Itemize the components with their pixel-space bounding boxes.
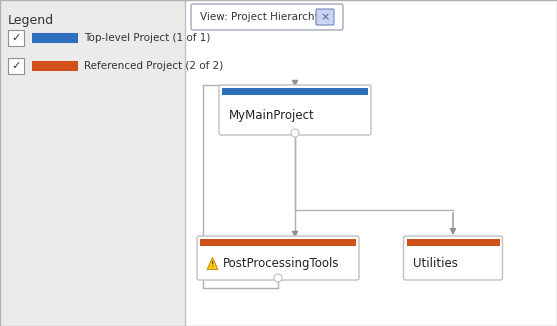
Bar [407,239,500,246]
Bar [222,88,368,95]
Text: !: ! [211,261,214,268]
Circle shape [291,129,299,137]
Bar [185,0,557,326]
Text: ✓: ✓ [11,61,21,71]
Text: Utilities: Utilities [413,257,458,270]
Text: PostProcessingTools: PostProcessingTools [223,257,340,270]
Bar [32,61,78,71]
Text: View: Project Hierarchy: View: Project Hierarchy [200,12,321,22]
FancyBboxPatch shape [191,4,343,30]
FancyBboxPatch shape [403,236,502,280]
FancyBboxPatch shape [197,236,359,280]
FancyBboxPatch shape [219,85,371,135]
Text: ✓: ✓ [11,33,21,43]
Polygon shape [207,258,218,270]
Bar [32,33,78,43]
Text: Top-level Project (1 of 1): Top-level Project (1 of 1) [84,33,211,43]
Bar [8,30,24,46]
Bar [200,239,356,246]
Bar [8,58,24,74]
Text: ×: × [320,12,330,22]
FancyBboxPatch shape [316,9,334,25]
Text: Legend: Legend [8,14,54,27]
Text: Referenced Project (2 of 2): Referenced Project (2 of 2) [84,61,223,71]
Circle shape [274,274,282,282]
Text: MyMainProject: MyMainProject [229,109,315,122]
Bar [0,0,185,326]
